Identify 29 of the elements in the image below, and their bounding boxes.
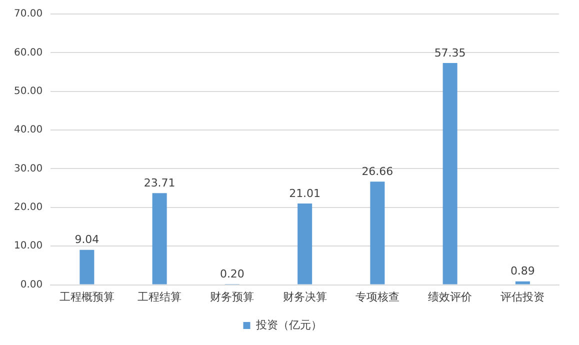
- data-label: 57.35: [434, 46, 466, 60]
- data-label: 0.20: [220, 267, 244, 280]
- data-label: 21.01: [289, 186, 321, 200]
- bar: [370, 182, 385, 284]
- bar: [152, 193, 167, 284]
- y-tick-label: 0.00: [20, 279, 43, 290]
- x-tick-label: 工程结算: [138, 290, 182, 304]
- y-tick-label: 20.00: [14, 202, 43, 214]
- y-tick-label: 70.00: [14, 8, 43, 20]
- bar: [298, 204, 312, 284]
- bar: [442, 62, 458, 284]
- y-tick-label: 30.00: [14, 163, 43, 174]
- x-tick-label: 财务预算: [210, 290, 254, 304]
- y-tick-label: 50.00: [14, 86, 43, 97]
- data-label: 26.66: [362, 165, 394, 178]
- y-tick-label: 60.00: [14, 47, 43, 58]
- x-tick-label: 工程概预算: [59, 290, 114, 304]
- data-label: 9.04: [74, 233, 100, 246]
- x-tick-label: 评估投资: [500, 290, 545, 304]
- y-tick-label: 10.00: [14, 240, 43, 252]
- y-tick-label: 40.00: [14, 124, 43, 136]
- x-tick-label: 专项核查: [355, 290, 400, 304]
- data-label: 0.89: [510, 264, 535, 278]
- bar: [515, 281, 530, 284]
- bar: [80, 250, 94, 284]
- x-tick-label: 绩效评价: [428, 290, 472, 304]
- legend-label: 投资（亿元）: [254, 318, 322, 332]
- data-label: 23.71: [144, 176, 176, 190]
- x-tick-label: 财务决算: [282, 290, 327, 304]
